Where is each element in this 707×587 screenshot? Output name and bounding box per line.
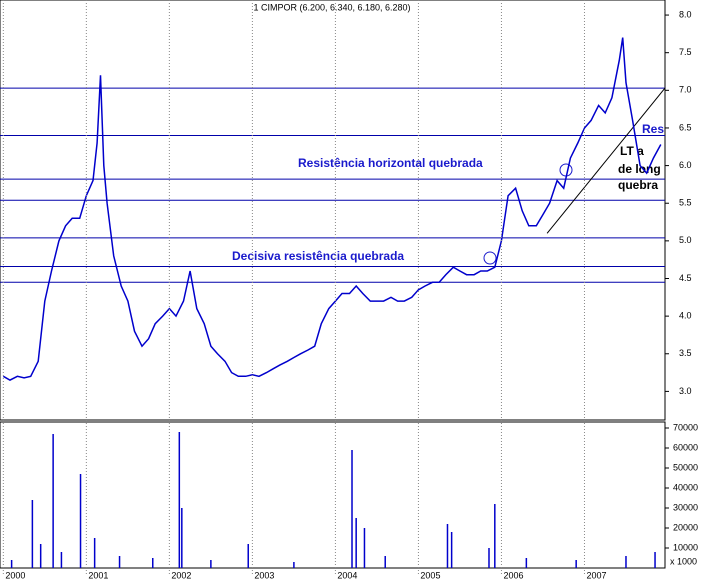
annotation: LT a [620,144,644,158]
y-tick-label: 3.5 [679,348,692,358]
price-pane [0,0,666,421]
volume-bar [654,552,656,568]
volume-bar [446,524,449,568]
volume-bar [525,558,528,568]
annotation: quebra [618,178,658,192]
x-tick-label: 2003 [254,570,274,580]
smiley-icon [483,251,497,265]
y-tick-label: 50000 [673,462,698,472]
volume-bar [31,500,34,568]
volume-bar [152,558,154,568]
y-tick-label: 5.5 [679,198,692,208]
volume-bar [293,562,295,568]
trend-line [546,87,666,234]
x-tick-label: 2006 [503,570,523,580]
annotation: Resistência horizontal quebrada [298,156,483,170]
y-tick-label: 20000 [673,522,698,532]
volume-bar [60,552,63,568]
y-tick-label: 8.0 [679,9,692,19]
volume-bar [351,450,353,568]
y-tick-label: 7.0 [679,85,692,95]
y-tick-label: 10000 [673,542,698,552]
volume-bar [178,432,181,568]
y-tick-label: 4.0 [679,311,692,321]
volume-bar [181,508,183,568]
volume-bar [118,556,121,568]
volume-bar [52,434,54,568]
y-tick-label: 5.0 [679,235,692,245]
volume-pane [0,421,666,569]
y-tick-label: 4.5 [679,273,692,283]
volume-bar [575,560,577,568]
x-tick-label: 2004 [337,570,357,580]
x-tick-label: 2002 [171,570,191,580]
volume-bar [10,560,13,568]
volume-bar [450,532,453,568]
volume-bar [79,474,82,568]
volume-bar [210,560,212,568]
y-tick-label: 6.5 [679,122,692,132]
annotation: Decisiva resistência quebrada [232,249,404,263]
chart-title: 1 CIMPOR (6.200, 6.340, 6.180, 6.280) [253,2,410,12]
y-tick-label: 30000 [673,502,698,512]
x-tick-label: 2000 [5,570,25,580]
volume-bar [384,556,386,568]
price-line [2,37,662,381]
y-tick-label: 40000 [673,482,698,492]
volume-bar [363,528,366,568]
volume-bar [247,544,249,568]
y-tick-label: 70000 [673,422,698,432]
annotation: Res [642,122,664,136]
y-tick-label: 60000 [673,442,698,452]
volume-unit: x 1000 [670,556,697,566]
x-tick-label: 2001 [88,570,108,580]
volume-bar [355,518,357,568]
volume-bar [494,504,496,568]
volume-bar [39,544,42,568]
volume-bar [488,548,490,568]
x-tick-label: 2007 [586,570,606,580]
volume-bar [93,538,96,568]
y-tick-label: 7.5 [679,47,692,57]
y-tick-label: 6.0 [679,160,692,170]
y-tick-label: 3.0 [679,386,692,396]
x-tick-label: 2005 [420,570,440,580]
volume-bar [625,556,627,568]
